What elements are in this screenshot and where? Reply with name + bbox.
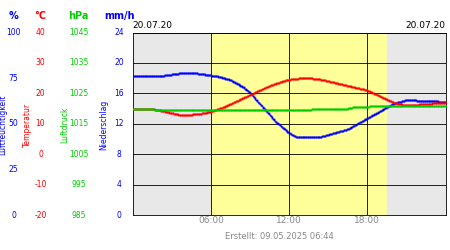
Bar [133, 32, 211, 215]
Text: Niederschlag: Niederschlag [99, 100, 108, 150]
Text: 0: 0 [11, 210, 16, 220]
Text: 10: 10 [36, 119, 45, 128]
Text: 30: 30 [36, 58, 45, 68]
Text: hPa: hPa [68, 11, 89, 21]
Text: Luftdruck: Luftdruck [61, 107, 70, 143]
Text: -20: -20 [34, 210, 47, 220]
Text: 995: 995 [72, 180, 86, 189]
Text: mm/h: mm/h [104, 11, 135, 21]
Text: 75: 75 [9, 74, 18, 82]
Text: Luftfeuchtigkeit: Luftfeuchtigkeit [0, 95, 7, 155]
Text: 12: 12 [114, 119, 124, 128]
Text: 16: 16 [114, 89, 124, 98]
Text: 20.07.20: 20.07.20 [133, 21, 173, 30]
Text: 1005: 1005 [69, 150, 89, 159]
Text: 4: 4 [117, 180, 122, 189]
Text: 100: 100 [6, 28, 21, 37]
Text: Erstellt: 09.05.2025 06:44: Erstellt: 09.05.2025 06:44 [225, 232, 333, 241]
Bar [211, 32, 387, 215]
Text: 8: 8 [117, 150, 122, 159]
Text: 50: 50 [9, 119, 18, 128]
Text: 25: 25 [9, 165, 18, 174]
Text: 1015: 1015 [69, 119, 88, 128]
Text: %: % [9, 11, 18, 21]
Text: 1025: 1025 [69, 89, 88, 98]
Text: 20.07.20: 20.07.20 [405, 21, 446, 30]
Text: 1045: 1045 [69, 28, 89, 37]
Text: 40: 40 [36, 28, 45, 37]
Text: °C: °C [35, 11, 46, 21]
Text: 985: 985 [72, 210, 86, 220]
Bar [387, 32, 446, 215]
Text: 0: 0 [117, 210, 122, 220]
Text: 0: 0 [38, 150, 43, 159]
Text: Temperatur: Temperatur [22, 103, 32, 147]
Text: -10: -10 [34, 180, 47, 189]
Text: 20: 20 [114, 58, 124, 68]
Text: 24: 24 [114, 28, 124, 37]
Text: 1035: 1035 [69, 58, 89, 68]
Text: 20: 20 [36, 89, 45, 98]
